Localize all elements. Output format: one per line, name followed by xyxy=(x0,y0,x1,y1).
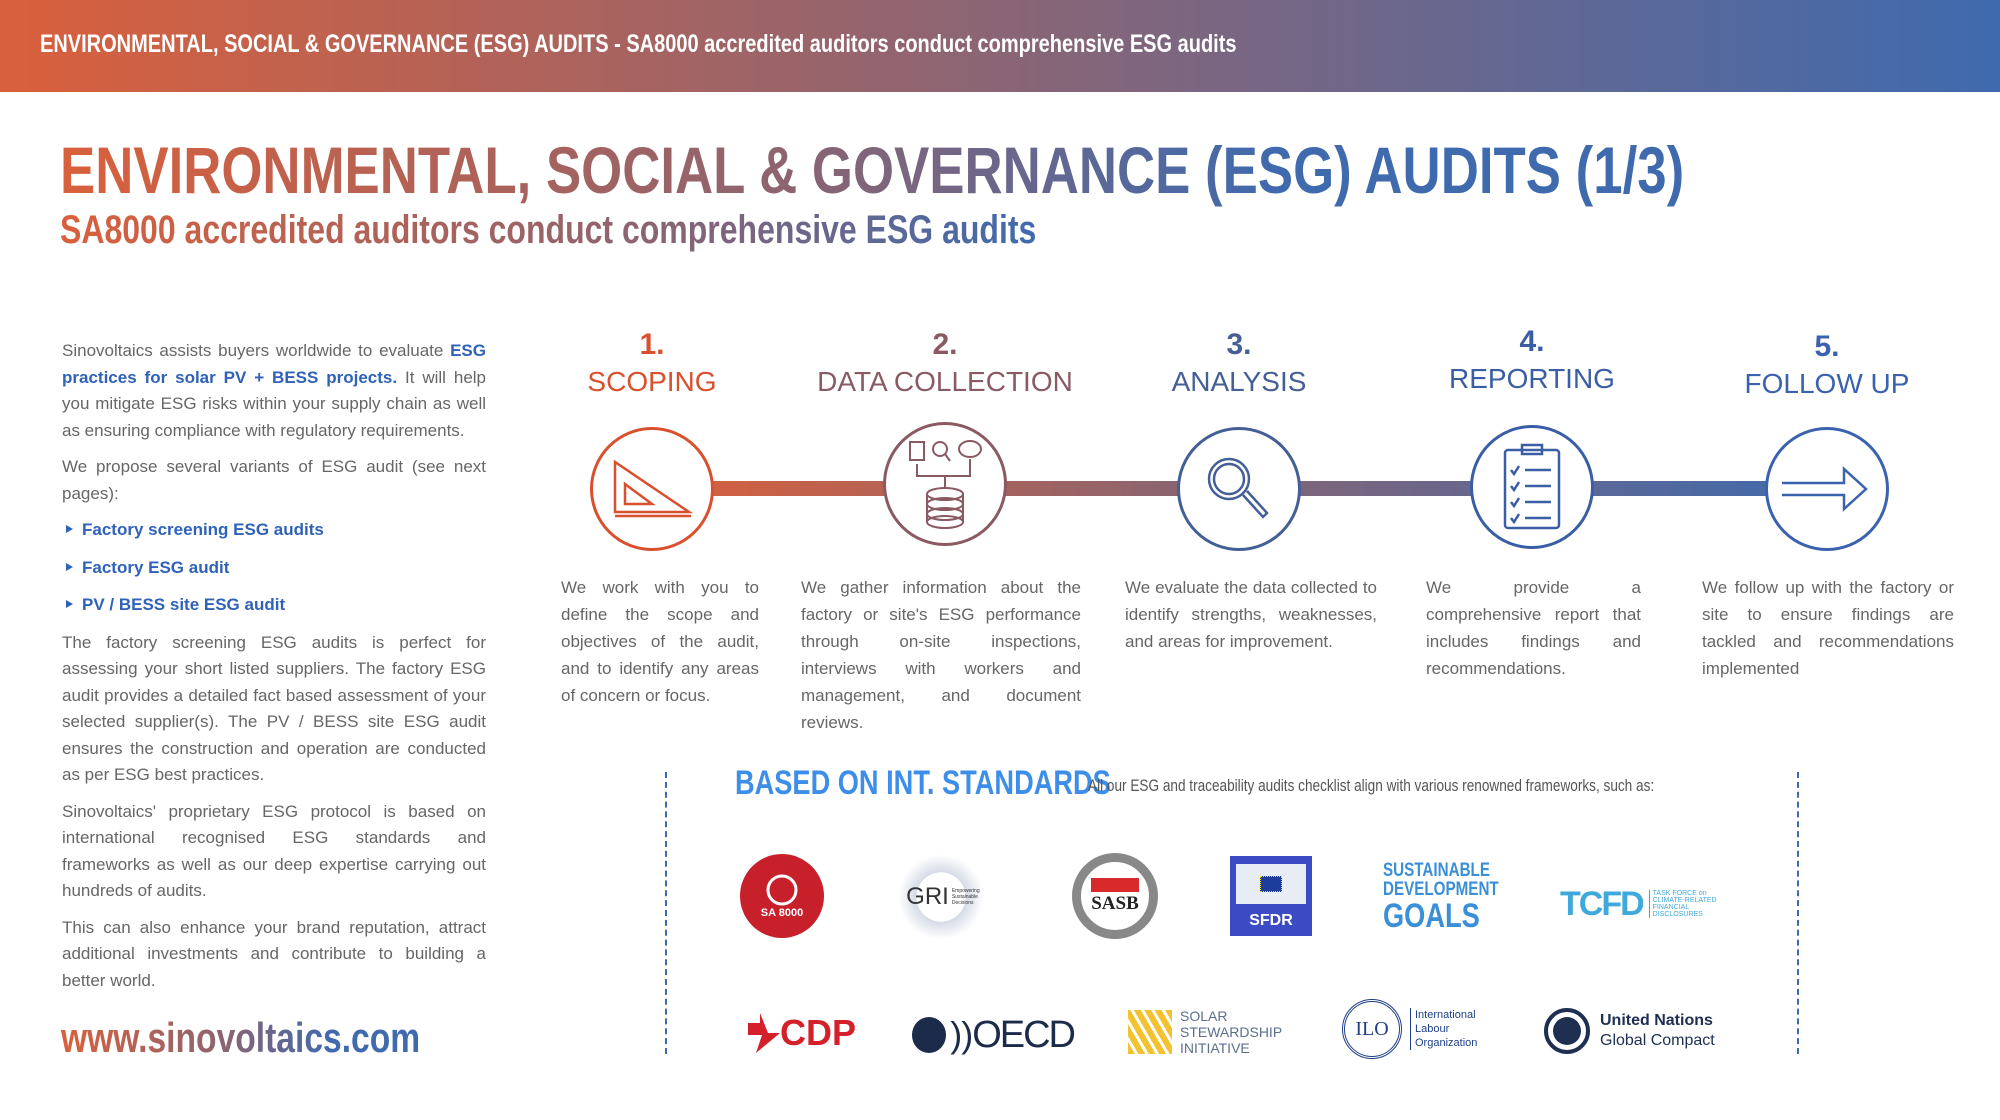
page-subtitle: SA8000 accredited auditors conduct compr… xyxy=(60,208,1037,252)
database-icon xyxy=(883,422,1007,546)
website-link[interactable]: www.sinovoltaics.com xyxy=(61,1014,421,1061)
ilo-logo: ILO International Labour Organization xyxy=(1342,998,1490,1060)
variants-intro: We propose several variants of ESG audit… xyxy=(62,457,486,503)
divider xyxy=(665,772,667,1054)
step-description: We evaluate the data collected to identi… xyxy=(1125,578,1377,651)
intro-paragraph: This can also enhance your brand reputat… xyxy=(62,917,486,990)
intro-paragraph: The factory screening ESG audits is perf… xyxy=(62,632,486,785)
intro-text: Sinovoltaics assists buyers worldwide to… xyxy=(62,338,486,1004)
variant-item: Factory ESG audit xyxy=(62,555,486,582)
un-global-compact-logo: United Nations Global Compact xyxy=(1544,1004,1724,1058)
divider xyxy=(1797,772,1799,1054)
magnifier-icon xyxy=(1177,427,1301,551)
gri-logo: GRI Empowering Sustainable Decisions xyxy=(898,854,984,940)
arrow-right-icon xyxy=(1765,427,1889,551)
page-title: ENVIRONMENTAL, SOCIAL & GOVERNANCE (ESG)… xyxy=(60,133,1685,207)
step-description: We work with you to define the scope and… xyxy=(561,578,759,705)
intro-paragraph: Sinovoltaics assists buyers worldwide to… xyxy=(62,341,486,440)
cdp-logo: CDP xyxy=(740,1008,862,1058)
standards-text: All our ESG and traceability audits chec… xyxy=(1088,776,1655,795)
ssi-logo: SOLAR STEWARDSHIP INITIATIVE xyxy=(1128,1004,1288,1060)
step-description: We provide a comprehensive report that i… xyxy=(1426,578,1641,678)
standards-title: BASED ON INT. STANDARDS xyxy=(735,764,1111,802)
step-analysis: 3. ANALYSIS xyxy=(1171,328,1307,397)
header-banner: ENVIRONMENTAL, SOCIAL & GOVERNANCE (ESG)… xyxy=(0,0,2000,92)
sfdr-logo: SFDR xyxy=(1230,856,1312,936)
step-description: We gather information about the factory … xyxy=(801,578,1081,732)
step-data-collection: 2. DATA COLLECTION xyxy=(817,328,1073,397)
oecd-logo: )) OECD xyxy=(912,1010,1076,1060)
tcfd-logo: TCFD TASK FORCE on CLIMATE-RELATED FINANC… xyxy=(1560,884,1730,924)
step-scoping: 1. SCOPING xyxy=(587,328,717,397)
clipboard-icon xyxy=(1470,425,1594,549)
banner-text: ENVIRONMENTAL, SOCIAL & GOVERNANCE (ESG)… xyxy=(40,30,1237,58)
step-reporting: 4. REPORTING xyxy=(1449,325,1615,394)
variants-list: Factory screening ESG audits Factory ESG… xyxy=(62,517,486,619)
variant-item: Factory screening ESG audits xyxy=(62,517,486,544)
sdg-logo: SUSTAINABLE DEVELOPMENT GOALS xyxy=(1383,860,1499,935)
set-square-icon xyxy=(590,427,714,551)
sa8000-logo: SA 8000 xyxy=(740,854,824,938)
sasb-logo: SASB xyxy=(1072,853,1158,939)
step-follow-up: 5. FOLLOW UP xyxy=(1744,330,1910,399)
variant-item: PV / BESS site ESG audit xyxy=(62,592,486,619)
intro-paragraph: Sinovoltaics' proprietary ESG protocol i… xyxy=(62,801,486,901)
highlight: ESG practices for solar PV + BESS projec… xyxy=(62,341,486,387)
step-description: We follow up with the factory or site to… xyxy=(1702,578,1954,678)
